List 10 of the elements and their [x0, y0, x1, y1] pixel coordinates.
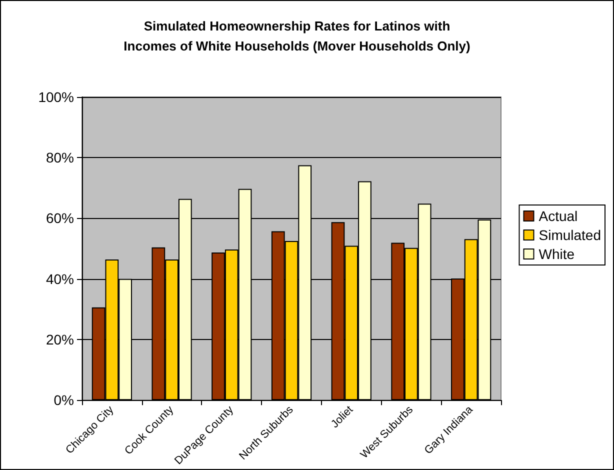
y-tick-label: 0%	[54, 392, 74, 408]
chart-title: Simulated Homeownership Rates for Latinos with Incomes of White Households (Mover Households Only)	[124, 18, 470, 54]
legend-label: Simulated	[538, 227, 602, 243]
y-tick-label: 60%	[46, 210, 74, 226]
y-tick-label: 40%	[46, 270, 74, 287]
y-tick-label: 100%	[38, 89, 74, 105]
legend-label: Actual	[538, 208, 578, 224]
legend-label: White	[538, 246, 575, 262]
y-tick-label: 20%	[46, 331, 74, 348]
y-tick-label: 80%	[46, 150, 74, 166]
